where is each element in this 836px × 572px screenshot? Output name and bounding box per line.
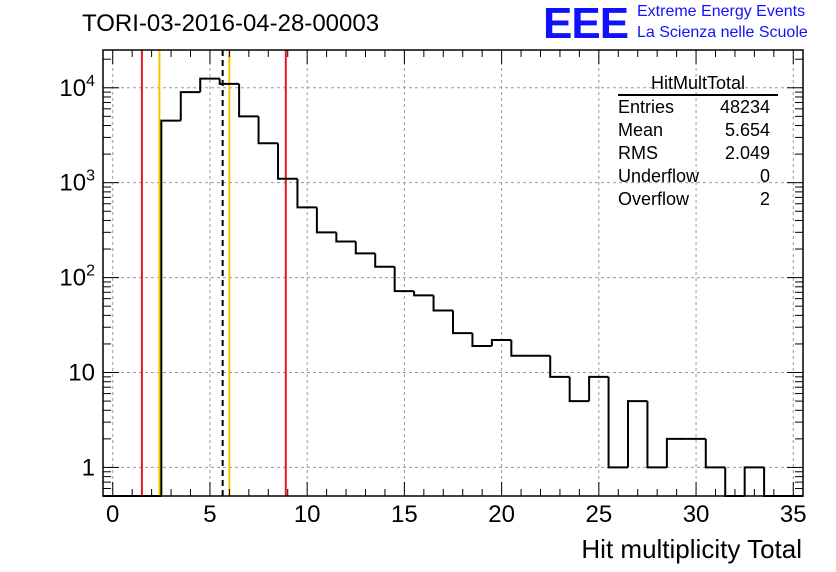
x-tick-label: 30 [683, 501, 710, 528]
stats-row-entries: Entries 48234 [610, 96, 778, 119]
histogram-series [103, 77, 803, 497]
eee-logo: EEE [543, 0, 629, 48]
logo-line-1: Extreme Energy Events [637, 3, 806, 20]
stats-value: 2.049 [724, 143, 770, 163]
histogram-bin [588, 375, 609, 402]
x-tick-label: 15 [391, 501, 418, 528]
stats-row-rms: RMS 2.049 [610, 142, 778, 165]
plot-frame [102, 49, 804, 497]
histogram-bin [607, 376, 628, 469]
stats-label: Mean [618, 120, 664, 140]
histogram-bin [413, 291, 434, 297]
stats-value: 48234 [719, 97, 770, 117]
histogram-bin [335, 232, 356, 243]
histogram-bin [238, 83, 259, 118]
stats-row-mean: Mean 5.654 [610, 119, 778, 142]
marker-lines [140, 50, 287, 496]
histogram-bin [471, 333, 492, 348]
histogram-bin [432, 295, 453, 312]
logo-line-2: La Scienza nelle Scuole [637, 24, 808, 41]
x-tick-label: 5 [203, 501, 216, 528]
stats-row-overflow: Overflow 2 [610, 188, 778, 211]
histogram-bin [277, 143, 298, 180]
y-tick-label: 102 [59, 263, 95, 292]
stats-label: Overflow [618, 189, 690, 209]
stats-value: 5.654 [724, 120, 770, 140]
histogram-bin [646, 401, 667, 469]
y-tick-label: 103 [59, 168, 95, 197]
stats-box-title: HitMultTotal [618, 72, 778, 96]
histogram-bin [743, 466, 765, 496]
histogram-bin [568, 376, 590, 403]
y-tick-label: 104 [59, 73, 95, 102]
x-tick-label: 20 [488, 501, 515, 528]
stats-value: 2 [759, 189, 770, 209]
x-tick-label: 35 [780, 501, 807, 528]
stats-label: Entries [618, 97, 675, 117]
histogram-bin [374, 253, 395, 268]
x-axis-label: Hit multiplicity Total [581, 534, 802, 564]
axis-ticks [103, 50, 803, 497]
histogram-bin [160, 119, 181, 496]
histogram-bin [490, 339, 512, 347]
histogram-bin [549, 355, 570, 378]
y-tick-label: 1 [82, 454, 95, 481]
chart-title: TORI-03-2016-04-28-00003 [82, 10, 380, 37]
x-tick-label: 0 [106, 501, 119, 528]
stats-row-underflow: Underflow 0 [610, 165, 778, 188]
stats-label: Underflow [618, 166, 700, 186]
histogram-bin [665, 437, 687, 468]
histogram-bin [627, 400, 648, 468]
histogram-bin [315, 207, 337, 234]
stats-value: 0 [759, 166, 770, 186]
x-tick-label: 25 [585, 501, 612, 528]
grid-lines [103, 50, 803, 496]
y-tick-label: 10 [68, 360, 95, 387]
histogram-bin [452, 310, 473, 335]
histogram-bin [393, 266, 415, 293]
x-tick-label: 10 [294, 501, 321, 528]
histogram-bin [257, 116, 278, 145]
histogram-bin [704, 438, 726, 469]
histogram-bin [218, 78, 240, 85]
stats-box: HitMultTotal Entries 48234 Mean 5.654 RM… [610, 72, 778, 211]
histogram-bin [354, 241, 376, 255]
stats-label: RMS [618, 143, 658, 163]
histogram-bin [510, 340, 531, 357]
histogram-bin [296, 178, 317, 209]
histogram-bin [199, 77, 220, 93]
histogram-bin [179, 91, 201, 121]
